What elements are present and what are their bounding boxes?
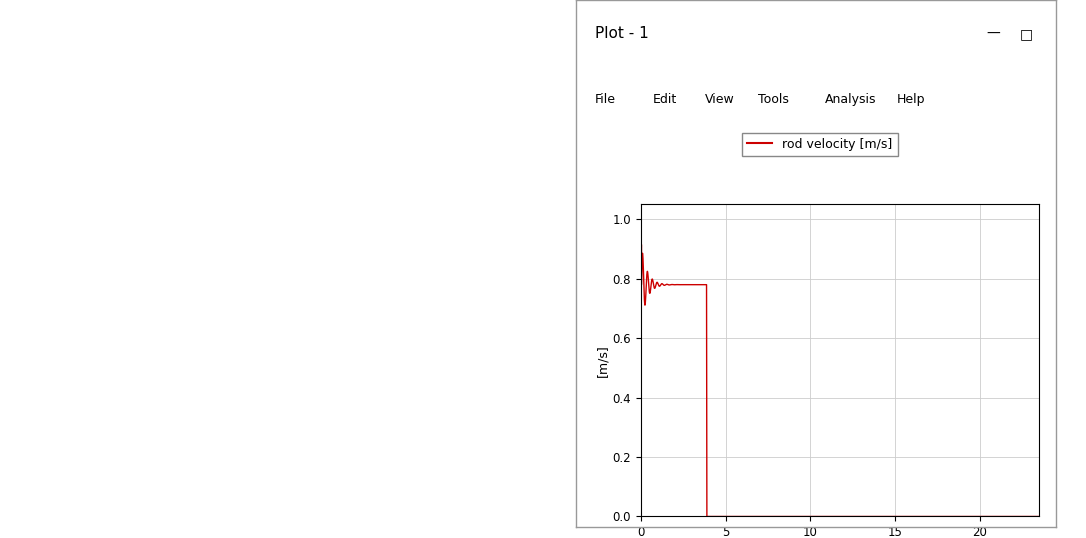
Text: —: —: [986, 27, 1000, 41]
Legend: rod velocity [m/s]: rod velocity [m/s]: [743, 133, 898, 155]
Text: View: View: [705, 93, 735, 106]
Text: □: □: [1020, 27, 1034, 41]
Text: Help: Help: [897, 93, 925, 106]
Text: Tools: Tools: [758, 93, 788, 106]
Y-axis label: [m/s]: [m/s]: [596, 344, 609, 377]
Text: File: File: [595, 93, 616, 106]
Text: Analysis: Analysis: [825, 93, 876, 106]
Text: Plot - 1: Plot - 1: [595, 26, 648, 41]
Text: Edit: Edit: [653, 93, 677, 106]
